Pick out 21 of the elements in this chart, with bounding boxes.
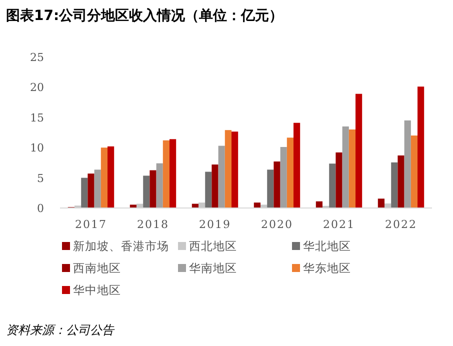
- y-tick-label: 5: [37, 172, 44, 185]
- text: 资料来源：公司公告: [6, 323, 115, 337]
- x-tick-label: 2019: [199, 218, 231, 231]
- x-tick-label: 2020: [261, 218, 293, 231]
- legend-label: 华南地区: [189, 261, 237, 275]
- y-tick-label: 0: [37, 202, 44, 215]
- legend-label: 西南地区: [73, 261, 121, 275]
- legend-label: 华北地区: [303, 239, 351, 253]
- legend-label: 新加坡、香港市场: [73, 239, 169, 253]
- x-tick-label: 2021: [323, 218, 355, 231]
- x-tick-label: 2018: [137, 218, 169, 231]
- legend-label: 西北地区: [189, 239, 237, 253]
- y-tick-label: 25: [30, 51, 44, 64]
- x-tick-label: 2017: [75, 218, 107, 231]
- legend-label: 华中地区: [73, 283, 121, 297]
- y-tick-label: 15: [30, 111, 44, 124]
- y-tick-label: 10: [30, 142, 44, 155]
- chart-title: 图表17:公司分地区收入情况（单位：亿元）: [6, 8, 284, 24]
- legend-label: 华东地区: [303, 261, 351, 275]
- x-tick-label: 2022: [385, 218, 417, 231]
- y-tick-label: 20: [30, 81, 44, 94]
